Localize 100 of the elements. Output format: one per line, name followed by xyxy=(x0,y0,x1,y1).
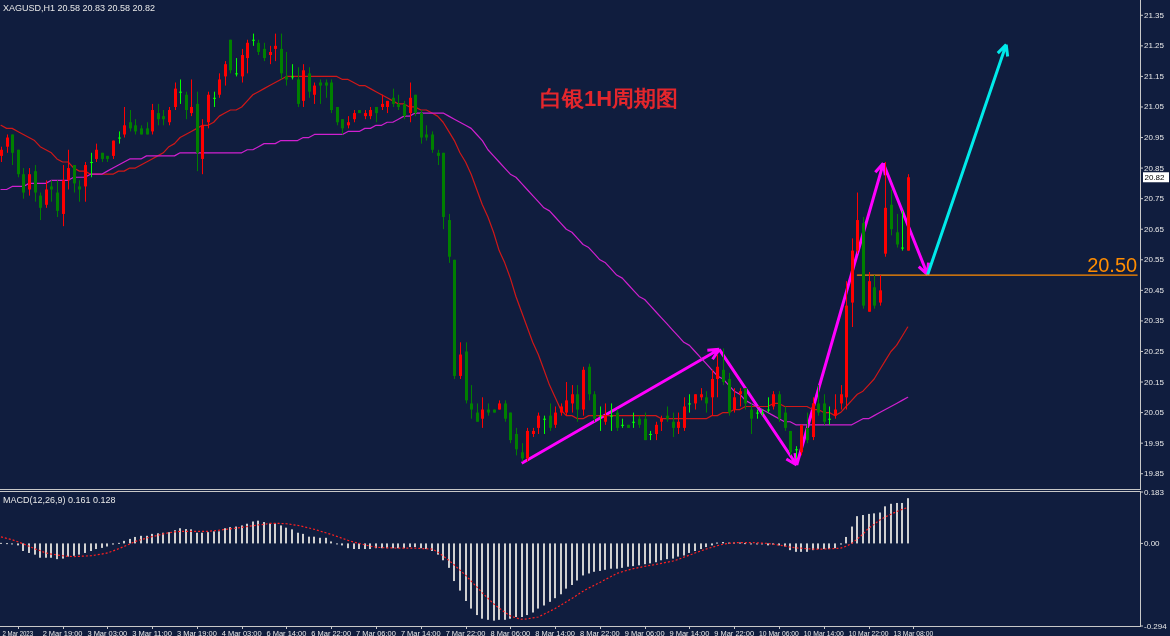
bar xyxy=(95,543,97,550)
y-tick-label: -0.294 xyxy=(1144,621,1168,631)
candlestick xyxy=(521,442,524,462)
bar xyxy=(627,543,629,567)
x-tick-label: 4 Mar 03:00 xyxy=(221,628,265,636)
x-tick-label: 7 Mar 22:00 xyxy=(445,628,489,636)
bar xyxy=(207,532,209,544)
candlestick xyxy=(56,179,59,218)
y-tick-label: 20.95 xyxy=(1144,133,1165,143)
chart-subtitle: XAGUSD,H1 20.58 20.83 20.58 20.82 xyxy=(3,3,156,13)
candlestick xyxy=(95,143,98,163)
bar xyxy=(470,543,472,609)
annotation: 20.82 xyxy=(1144,172,1166,182)
bar xyxy=(532,543,534,613)
y-tick-label: 20.65 xyxy=(1144,224,1165,234)
candlestick xyxy=(817,384,820,417)
candlestick xyxy=(392,88,395,108)
candlestick xyxy=(157,103,160,126)
candlestick xyxy=(235,57,238,77)
bar xyxy=(403,543,405,549)
bar xyxy=(101,543,103,548)
candlestick xyxy=(11,133,14,166)
bar xyxy=(700,543,702,550)
bar xyxy=(291,529,293,544)
candlestick xyxy=(213,91,216,108)
bar xyxy=(487,543,489,620)
bar xyxy=(666,543,668,560)
y-tick-label: 20.35 xyxy=(1144,316,1165,326)
bar xyxy=(218,531,220,544)
bar xyxy=(246,523,248,544)
bar xyxy=(168,532,170,544)
chart-title: MACD(12,26,9) 0.161 0.128 xyxy=(3,495,116,505)
x-tick-label: 3 Mar 11:00 xyxy=(132,628,175,636)
candlestick xyxy=(218,72,221,99)
candlestick xyxy=(901,210,904,252)
bar xyxy=(616,543,618,569)
bar xyxy=(22,543,24,551)
bar xyxy=(319,537,321,544)
candlestick xyxy=(28,167,31,197)
candlestick xyxy=(78,179,81,203)
candlestick xyxy=(459,341,462,380)
bar xyxy=(610,543,612,569)
bar xyxy=(817,543,819,550)
bar xyxy=(823,543,825,550)
y-tick-label: 20.15 xyxy=(1144,377,1165,387)
bar xyxy=(39,543,41,558)
bar xyxy=(543,543,545,606)
candlestick xyxy=(655,421,658,441)
bar xyxy=(196,532,198,544)
candlestick xyxy=(599,405,602,432)
bar xyxy=(834,543,836,549)
bar xyxy=(851,526,853,544)
candlestick xyxy=(129,109,132,132)
bar xyxy=(90,543,92,551)
bar xyxy=(241,525,243,544)
y-tick-label: 20.85 xyxy=(1144,163,1165,173)
candlestick xyxy=(873,274,876,310)
bar xyxy=(672,543,674,559)
bar xyxy=(806,543,808,552)
bar xyxy=(845,536,847,544)
x-tick-label: 7 Mar 14:00 xyxy=(400,628,444,636)
candlestick xyxy=(263,42,266,62)
candlestick xyxy=(610,402,613,432)
candlestick xyxy=(241,48,244,84)
bar xyxy=(437,543,439,555)
candlestick xyxy=(313,82,316,105)
candlestick xyxy=(549,402,552,432)
bar xyxy=(638,543,640,566)
candlestick xyxy=(151,103,154,135)
bar xyxy=(84,543,86,553)
candlestick xyxy=(90,152,93,178)
bar xyxy=(179,528,181,544)
candlestick xyxy=(67,149,70,190)
x-tick-label: 8 Mar 14:00 xyxy=(535,628,578,636)
bar xyxy=(257,520,259,544)
bar xyxy=(157,533,159,544)
x-tick-label: 3 Mar 03:00 xyxy=(87,628,131,636)
bar xyxy=(571,543,573,585)
candlestick xyxy=(246,39,249,74)
y-tick-label: 0.00 xyxy=(1144,538,1161,548)
bar xyxy=(347,543,349,549)
candlestick xyxy=(409,82,412,123)
candlestick xyxy=(224,60,227,87)
bar xyxy=(269,523,271,544)
candlestick xyxy=(744,387,747,411)
candlestick xyxy=(632,412,635,429)
candlestick xyxy=(644,412,647,441)
candlestick xyxy=(604,402,607,426)
candlestick xyxy=(772,390,775,411)
bar xyxy=(862,515,864,544)
bar xyxy=(190,529,192,544)
bar xyxy=(106,543,108,547)
bar xyxy=(515,543,517,618)
candlestick xyxy=(319,78,322,105)
bar xyxy=(201,532,203,544)
candlestick xyxy=(291,63,294,80)
bar xyxy=(78,543,80,555)
bar xyxy=(425,543,427,550)
bar xyxy=(442,543,444,561)
bar xyxy=(705,543,707,548)
